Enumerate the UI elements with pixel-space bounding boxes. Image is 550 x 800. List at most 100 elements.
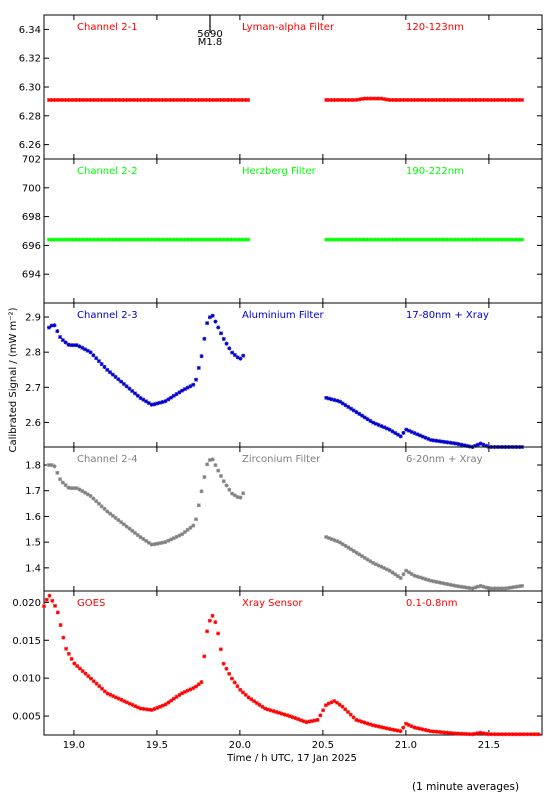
data-point <box>473 731 478 736</box>
data-point <box>201 237 206 242</box>
data-point <box>420 727 425 732</box>
data-point <box>448 97 453 102</box>
data-point <box>105 509 110 514</box>
data-point <box>387 568 392 573</box>
data-point <box>376 422 381 427</box>
data-point <box>296 717 301 722</box>
data-point <box>301 719 306 724</box>
data-point <box>177 692 182 697</box>
data-point <box>165 97 170 102</box>
data-point <box>409 724 414 729</box>
data-point <box>343 543 348 548</box>
data-point <box>226 97 231 102</box>
data-point <box>182 237 187 242</box>
data-point <box>290 715 295 720</box>
data-point <box>77 237 82 242</box>
data-point <box>406 570 411 575</box>
data-point <box>387 726 392 731</box>
event-id-label: 5690 <box>197 29 222 40</box>
data-point <box>337 237 342 242</box>
data-point <box>304 720 309 725</box>
data-point <box>453 97 458 102</box>
data-point <box>351 97 356 102</box>
data-point <box>141 706 146 711</box>
data-point <box>240 97 245 102</box>
data-point <box>71 343 76 348</box>
data-point <box>252 699 257 704</box>
data-point <box>199 354 204 359</box>
data-point <box>511 97 516 102</box>
data-point <box>384 726 389 731</box>
data-point <box>46 237 51 242</box>
data-point <box>412 725 417 730</box>
data-point <box>271 709 276 714</box>
data-point <box>415 97 420 102</box>
data-point <box>135 705 140 710</box>
panel-header: Channel 2-1 Lyman-alpha Filter 120-123nm <box>77 22 464 33</box>
data-point <box>100 686 105 691</box>
data-point <box>506 97 511 102</box>
data-point <box>332 699 337 704</box>
data-point <box>169 537 174 542</box>
data-point <box>66 651 71 656</box>
data-point <box>324 395 329 400</box>
data-point <box>152 402 157 407</box>
data-point <box>74 237 79 242</box>
data-point <box>118 237 123 242</box>
data-point <box>96 359 101 364</box>
data-point <box>119 697 124 702</box>
data-point <box>360 413 365 418</box>
data-point <box>74 97 79 102</box>
data-point <box>99 237 104 242</box>
data-point <box>351 715 356 720</box>
data-point <box>143 237 148 242</box>
data-point <box>509 97 514 102</box>
data-point <box>415 726 420 731</box>
data-point <box>398 434 403 439</box>
data-point <box>210 97 215 102</box>
data-point <box>119 520 124 525</box>
panel-frame <box>43 14 543 160</box>
data-point <box>326 536 331 541</box>
data-point <box>58 335 63 340</box>
data-point <box>451 237 456 242</box>
data-point <box>91 237 96 242</box>
data-point <box>113 374 118 379</box>
y-tick-label: 1.6 <box>25 512 41 523</box>
data-point <box>105 237 110 242</box>
data-point <box>464 237 469 242</box>
data-point <box>130 702 135 707</box>
data-point <box>199 97 204 102</box>
data-point <box>426 97 431 102</box>
x-tick-label: 20.5 <box>312 740 334 751</box>
data-point <box>464 443 469 448</box>
data-point <box>373 562 378 567</box>
data-point <box>462 585 467 590</box>
y-axis-title: Calibrated Signal / (mW m⁻²) <box>8 307 19 452</box>
data-point <box>440 581 445 586</box>
data-point <box>96 97 101 102</box>
channel-label: Channel 2-3 <box>77 310 138 321</box>
data-point <box>437 439 442 444</box>
data-point <box>105 97 110 102</box>
data-point <box>243 692 248 697</box>
data-point <box>395 728 400 733</box>
data-point <box>326 97 331 102</box>
band-label: 0.1-0.8nm <box>406 598 458 609</box>
data-point <box>478 730 483 735</box>
data-point <box>362 96 367 101</box>
data-point <box>221 661 226 666</box>
data-point <box>326 701 331 706</box>
data-point <box>371 96 376 101</box>
data-point <box>66 237 71 242</box>
data-point <box>216 631 221 636</box>
data-point <box>221 336 226 341</box>
data-point <box>108 370 113 375</box>
data-point <box>82 97 87 102</box>
data-point <box>141 237 146 242</box>
data-point <box>227 487 232 492</box>
data-point <box>354 237 359 242</box>
data-point <box>127 97 132 102</box>
data-point <box>276 710 281 715</box>
panel-1: 6.26 6.28 6.30 6.32 6.34 Channel 2-1 Lyman-alp… <box>19 14 543 160</box>
